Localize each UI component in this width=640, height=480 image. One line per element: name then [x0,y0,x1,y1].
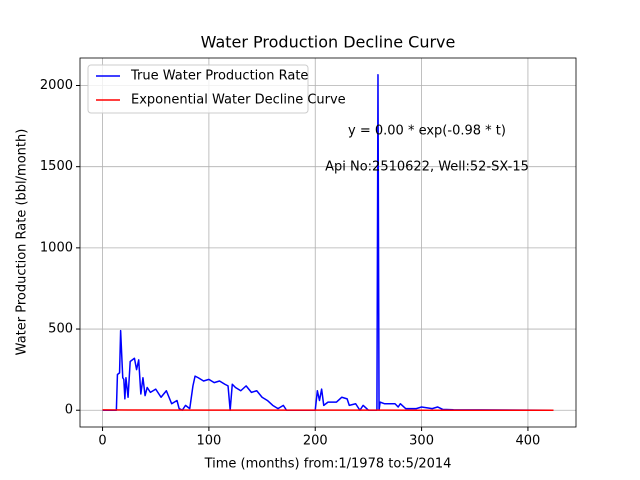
x-axis-label: Time (months) from:1/1978 to:5/2014 [204,457,452,472]
y-axis-label: Water Production Rate (bbl/month) [15,129,30,356]
legend-label: True Water Production Rate [130,69,308,84]
x-tick-label: 400 [516,434,541,449]
annotation: Api No:2510622, Well:52-SX-15 [325,160,529,175]
y-tick-label: 500 [48,322,73,337]
plot-frame [79,57,577,428]
data-line [102,74,554,411]
x-tick-label: 200 [303,434,328,449]
y-tick-label: 2000 [40,78,73,93]
y-tick-label: 1000 [40,240,73,255]
x-tick-label: 300 [409,434,434,449]
x-tick-label: 0 [98,434,106,449]
chart-title: Water Production Decline Curve [201,33,456,52]
y-tick-label: 1500 [40,159,73,174]
annotation: y = 0.00 * exp(-0.98 * t) [348,124,506,139]
x-tick-label: 100 [196,434,221,449]
legend-label: Exponential Water Decline Curve [131,93,346,108]
y-tick-label: 0 [65,403,73,418]
legend-box [87,64,309,114]
